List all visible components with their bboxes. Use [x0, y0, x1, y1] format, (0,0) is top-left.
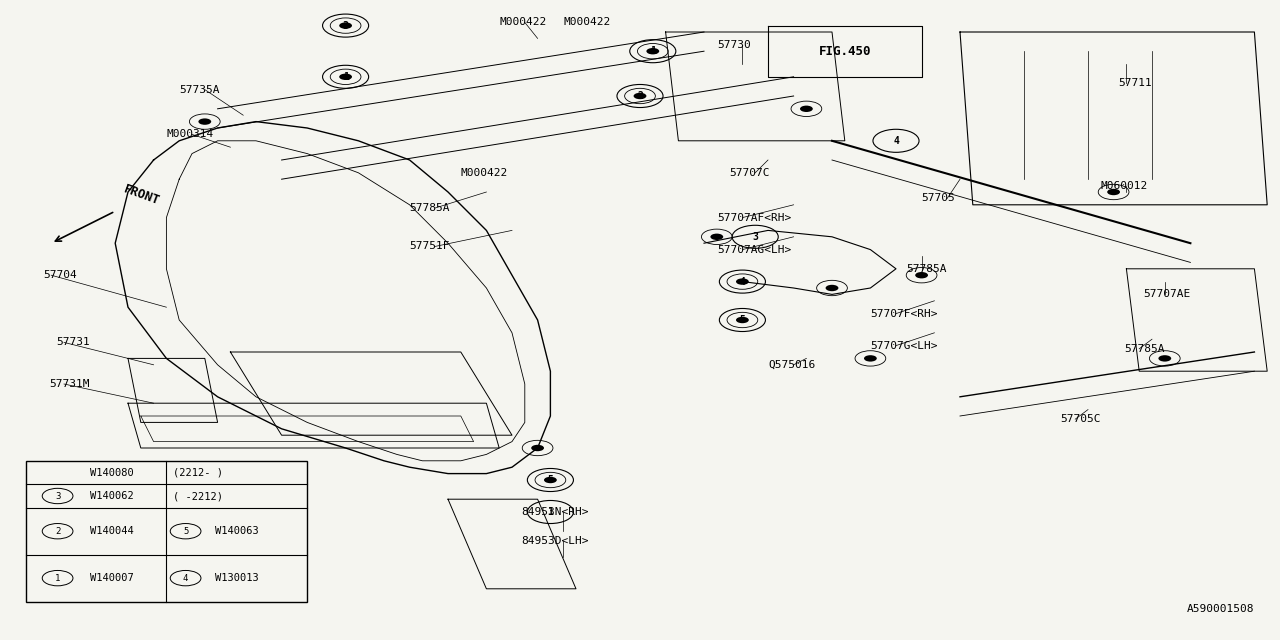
Text: 1: 1 [55, 573, 60, 582]
Circle shape [864, 355, 877, 362]
Text: 4: 4 [740, 276, 745, 287]
Text: 5: 5 [740, 315, 745, 325]
Circle shape [339, 22, 352, 29]
Circle shape [634, 93, 646, 99]
Text: W140080: W140080 [90, 468, 133, 477]
Text: 57730: 57730 [717, 40, 750, 50]
Text: 1: 1 [650, 46, 655, 56]
Text: 1: 1 [343, 72, 348, 82]
Circle shape [736, 278, 749, 285]
Text: W140063: W140063 [215, 526, 259, 536]
Text: (2212- ): (2212- ) [173, 468, 223, 477]
Text: 5: 5 [183, 527, 188, 536]
Circle shape [826, 285, 838, 291]
Text: 57707C: 57707C [730, 168, 771, 178]
Text: 4: 4 [183, 573, 188, 582]
Circle shape [544, 477, 557, 483]
Text: 57751F: 57751F [410, 241, 451, 252]
Text: A590001508: A590001508 [1187, 604, 1254, 614]
Text: 5: 5 [548, 475, 553, 485]
Text: 57705C: 57705C [1060, 414, 1101, 424]
Text: 57785A: 57785A [906, 264, 947, 274]
Text: 57707G<LH>: 57707G<LH> [870, 340, 938, 351]
Circle shape [1158, 355, 1171, 362]
Text: M000422: M000422 [499, 17, 547, 28]
Circle shape [915, 272, 928, 278]
Text: W140044: W140044 [90, 526, 133, 536]
Circle shape [531, 445, 544, 451]
Circle shape [1107, 189, 1120, 195]
Text: ( -2212): ( -2212) [173, 491, 223, 501]
Text: FIG.450: FIG.450 [818, 45, 872, 58]
Text: M000422: M000422 [461, 168, 508, 178]
Text: 57735A: 57735A [179, 84, 220, 95]
Text: W140007: W140007 [90, 573, 133, 583]
Text: 57707AE: 57707AE [1143, 289, 1190, 300]
Text: 84953N<RH>: 84953N<RH> [521, 507, 589, 517]
Text: 57707AF<RH>: 57707AF<RH> [717, 212, 791, 223]
Circle shape [198, 118, 211, 125]
Text: 1: 1 [548, 507, 553, 517]
Text: 57731M: 57731M [49, 379, 90, 389]
Text: 3: 3 [55, 492, 60, 500]
Text: M000422: M000422 [563, 17, 611, 28]
Text: 57711: 57711 [1119, 78, 1152, 88]
Text: 57707F<RH>: 57707F<RH> [870, 308, 938, 319]
Text: 57705: 57705 [922, 193, 955, 204]
Text: M060012: M060012 [1101, 180, 1148, 191]
Text: 57731: 57731 [56, 337, 90, 348]
Text: 2: 2 [637, 91, 643, 101]
Text: M000314: M000314 [166, 129, 214, 140]
Circle shape [736, 317, 749, 323]
Text: W130013: W130013 [215, 573, 259, 583]
Text: 84953D<LH>: 84953D<LH> [521, 536, 589, 546]
Text: 57785A: 57785A [1124, 344, 1165, 354]
Text: 57704: 57704 [44, 270, 77, 280]
Text: FRONT: FRONT [122, 182, 161, 208]
Text: 57785A: 57785A [410, 203, 451, 213]
Text: W140062: W140062 [90, 491, 133, 501]
Text: 3: 3 [343, 20, 348, 31]
Text: 3: 3 [753, 232, 758, 242]
Circle shape [710, 234, 723, 240]
Text: 4: 4 [893, 136, 899, 146]
Text: Q575016: Q575016 [768, 360, 815, 370]
Circle shape [646, 48, 659, 54]
Circle shape [339, 74, 352, 80]
Circle shape [800, 106, 813, 112]
Text: 2: 2 [55, 527, 60, 536]
Text: 57707AG<LH>: 57707AG<LH> [717, 244, 791, 255]
